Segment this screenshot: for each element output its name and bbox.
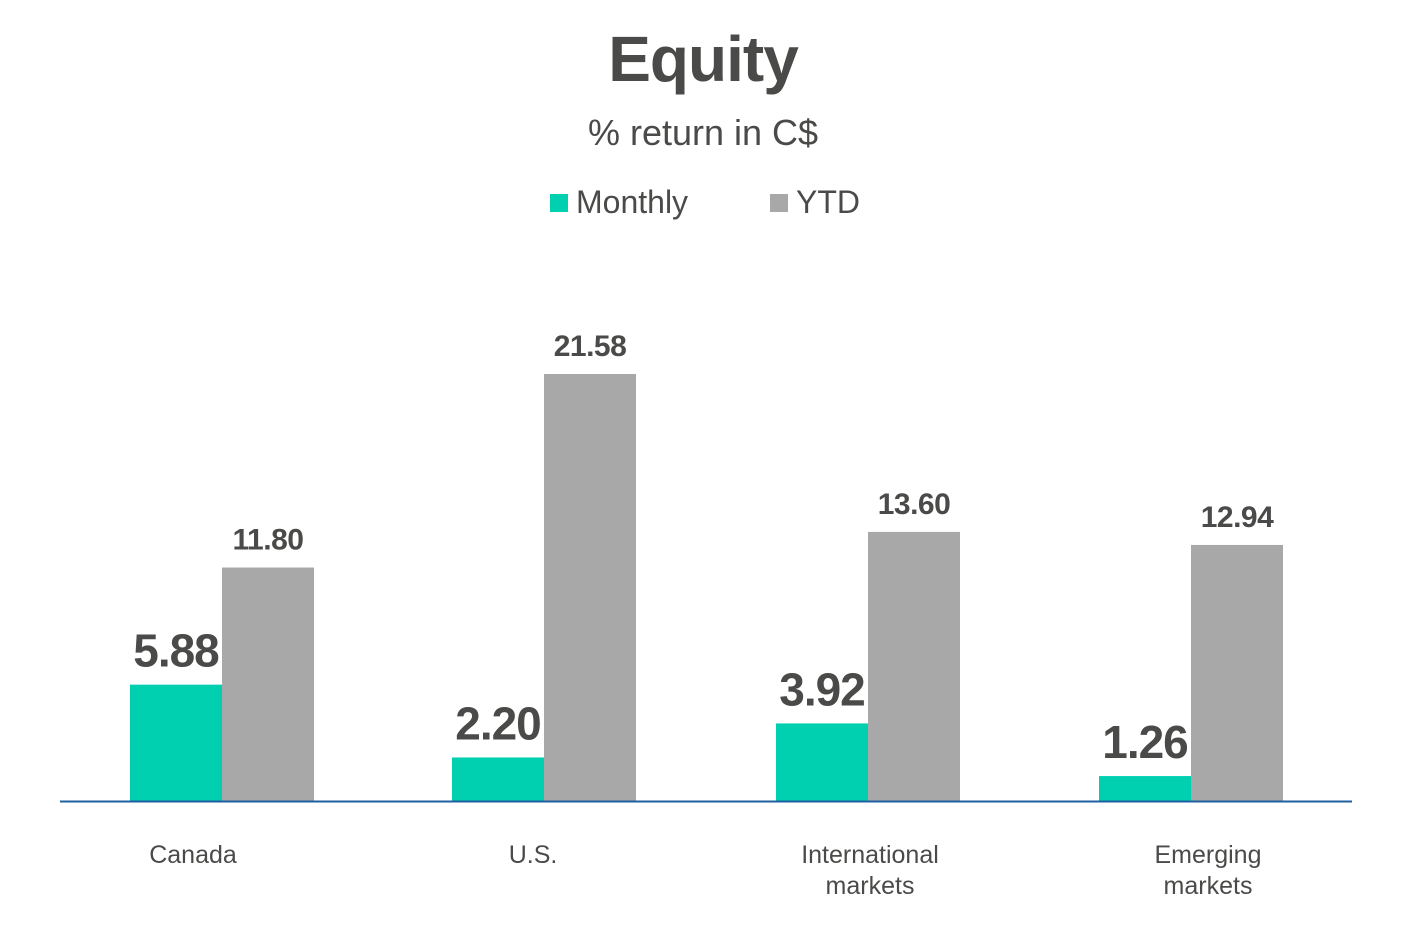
legend-label-ytd: YTD bbox=[796, 184, 860, 220]
bar-monthly-canada bbox=[130, 684, 222, 801]
chart-title: Equity bbox=[608, 23, 799, 95]
chart-subtitle: % return in C$ bbox=[587, 112, 819, 153]
category-label-line: markets bbox=[825, 872, 915, 900]
category-label-international-markets: International markets bbox=[740, 840, 1000, 902]
category-label-emerging-markets: Emerging markets bbox=[1078, 840, 1338, 902]
legend-item-monthly: Monthly bbox=[550, 184, 688, 221]
category-label-line: U.S. bbox=[508, 841, 558, 869]
bar-ytd-emerging-markets bbox=[1191, 544, 1283, 801]
legend-item-ytd: YTD bbox=[770, 184, 860, 221]
category-label-line: Canada bbox=[149, 841, 237, 869]
category-label-line: markets bbox=[1163, 872, 1253, 900]
legend: Monthly YTD bbox=[0, 184, 1406, 224]
bar-ytd-international-markets bbox=[868, 531, 960, 801]
data-label-monthly-emerging-markets: 1.26 bbox=[1102, 716, 1188, 768]
legend-swatch-ytd bbox=[770, 193, 788, 212]
data-label-monthly-international-markets: 3.92 bbox=[779, 663, 865, 715]
bar-monthly-international-markets bbox=[776, 723, 868, 801]
data-label-ytd-emerging-markets: 12.94 bbox=[1201, 501, 1274, 534]
category-label-u-s: U.S. bbox=[403, 840, 663, 871]
category-label-line: Emerging bbox=[1154, 841, 1262, 869]
legend-label-monthly: Monthly bbox=[576, 184, 689, 220]
bar-monthly-u-s bbox=[452, 757, 544, 801]
data-label-ytd-international-markets: 13.60 bbox=[878, 488, 951, 521]
bar-ytd-u-s bbox=[544, 374, 636, 801]
data-label-monthly-canada: 5.88 bbox=[133, 625, 219, 677]
data-label-monthly-u-s: 2.20 bbox=[455, 697, 541, 749]
bar-ytd-canada bbox=[222, 567, 314, 801]
bar-monthly-emerging-markets bbox=[1099, 776, 1191, 801]
category-label-canada: Canada bbox=[63, 840, 323, 871]
data-label-ytd-canada: 11.80 bbox=[233, 524, 304, 557]
category-label-line: International bbox=[801, 841, 939, 869]
data-label-ytd-u-s: 21.58 bbox=[554, 330, 627, 363]
legend-swatch-monthly bbox=[550, 193, 568, 212]
